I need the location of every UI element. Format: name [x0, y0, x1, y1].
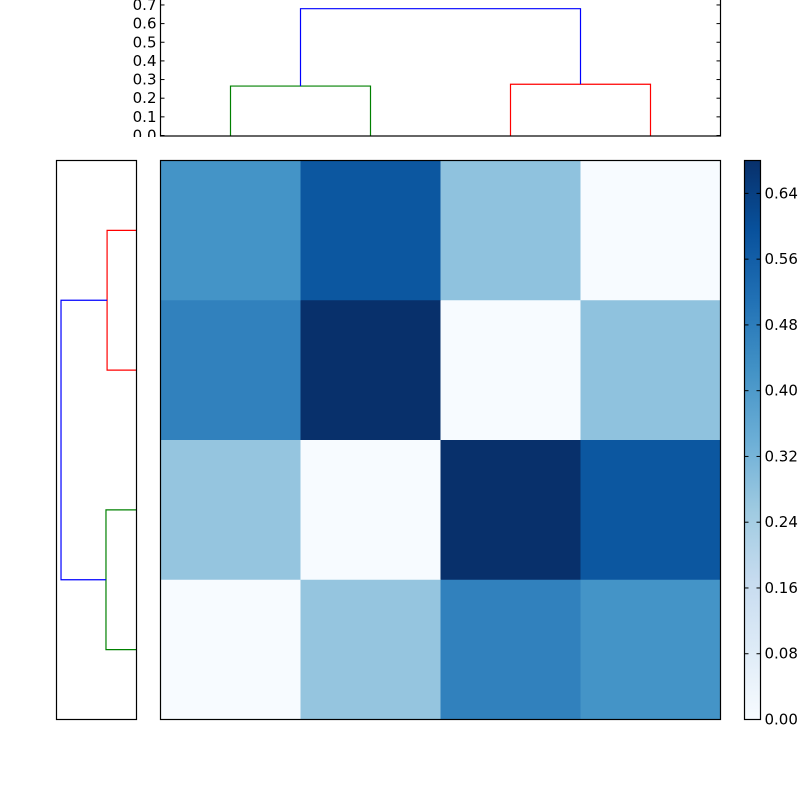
- heatmap-cells: [160, 160, 721, 720]
- heatmap-cell: [580, 440, 721, 581]
- top-dendrogram-y-axis: 0.00.10.20.30.40.50.60.7: [133, 0, 721, 145]
- heatmap-cell: [300, 300, 441, 441]
- heatmap-cell: [160, 579, 301, 720]
- heatmap-cell: [440, 440, 581, 581]
- dendrogram-link: [229, 85, 372, 136]
- dendrogram-link: [299, 8, 582, 87]
- colorbar-tick-label: 0.56: [765, 250, 798, 268]
- top-dendrogram-tick-label: 0.4: [133, 52, 157, 70]
- colorbar-gradient: [744, 160, 761, 720]
- top-dendrogram-tick-label: 0.1: [133, 108, 157, 126]
- dendrogram-link: [60, 299, 108, 581]
- heatmap-cell: [300, 160, 441, 301]
- heatmap-cell: [580, 300, 721, 441]
- colorbar-tick-label: 0.48: [765, 316, 798, 334]
- heatmap-cell: [440, 160, 581, 301]
- dendrogram-link: [105, 509, 137, 651]
- heatmap-cell: [440, 579, 581, 720]
- colorbar-frame: [743, 159, 762, 721]
- top-dendrogram-tick-label: 0.6: [133, 15, 157, 33]
- colorbar: 0.00 0.08 0.16 0.24 0.32 0.40 0.48 0.56 0.64: [743, 159, 798, 729]
- top-dendrogram-tick-label: 0.5: [133, 33, 157, 51]
- dendrogram-link: [106, 229, 137, 371]
- left-dendrogram-frame: [55, 159, 138, 721]
- heatmap-cell: [300, 440, 441, 581]
- colorbar-tick-label: 0.16: [765, 579, 798, 597]
- colorbar-tick-label: 0.64: [765, 184, 798, 202]
- heatmap-frame: [159, 159, 722, 721]
- colorbar-tick-label: 0.24: [765, 513, 798, 531]
- heatmap-cell: [580, 160, 721, 301]
- top-dendrogram-frame: [159, 0, 722, 137]
- top-dendrogram-links: [229, 8, 652, 136]
- top-dendrogram-tick-label: 0.7: [133, 0, 157, 14]
- colorbar-tick-label: 0.40: [765, 382, 798, 400]
- colorbar-tick-label: 0.08: [765, 645, 798, 663]
- top-dendrogram-tick-label: 0.2: [133, 89, 157, 107]
- left-dendrogram: [55, 159, 138, 721]
- heatmap-cell: [580, 579, 721, 720]
- heatmap-cell: [160, 440, 301, 581]
- heatmap-cell: [160, 300, 301, 441]
- colorbar-ticks: 0.00 0.08 0.16 0.24 0.32 0.40 0.48 0.56 0.64: [744, 184, 798, 729]
- heatmap-cell: [160, 160, 301, 301]
- heatmap-cell: [440, 300, 581, 441]
- heatmap: [159, 159, 722, 721]
- top-dendrogram-tick-label: 0.3: [133, 71, 157, 89]
- top-dendrogram: 0.00.10.20.30.40.50.60.7: [133, 0, 722, 145]
- colorbar-tick-label: 0.32: [765, 447, 798, 465]
- heatmap-cell: [300, 579, 441, 720]
- top-dendrogram-tick-label: 0.0: [133, 127, 157, 145]
- left-dendrogram-links: [60, 229, 137, 651]
- dendrogram-link: [509, 83, 652, 136]
- colorbar-tick-label: 0.00: [765, 711, 798, 729]
